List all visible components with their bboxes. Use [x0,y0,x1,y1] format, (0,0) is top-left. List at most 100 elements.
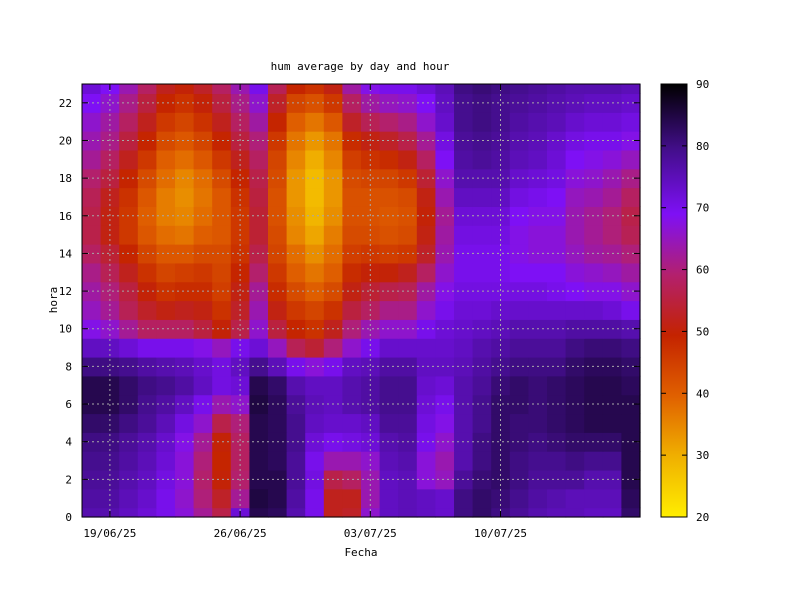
heatmap-cell [379,225,399,245]
heatmap-cell [268,451,288,471]
heatmap-cell [565,338,585,358]
heatmap-cell [379,413,399,433]
heatmap-cell [137,112,157,132]
heatmap-cell [472,112,492,132]
heatmap-cell [82,413,102,433]
heatmap-cell [305,244,325,264]
heatmap-cell [621,507,641,518]
heatmap-cell [323,84,343,95]
heatmap-cell [547,319,567,339]
heatmap-cell [509,244,529,264]
heatmap-cell [435,225,455,245]
heatmap-cell [379,319,399,339]
heatmap-cell [547,262,567,283]
heatmap-cell [435,262,455,283]
x-axis-label: Fecha [344,546,377,559]
heatmap-cell [454,187,474,207]
heatmap-cell [230,281,250,302]
heatmap-cell [398,413,418,433]
heatmap-cell [621,262,641,283]
heatmap-cell [156,187,176,207]
heatmap-cell [361,93,381,113]
heatmap-cell [286,413,306,433]
heatmap-cell [509,84,529,95]
heatmap-cell [602,112,622,132]
heatmap-cell [230,244,250,264]
heatmap-cell [547,131,567,151]
heatmap-cell [286,112,306,132]
heatmap-cell [249,300,269,320]
heatmap-cell [509,488,529,509]
heatmap-cell [137,262,157,283]
heatmap-cell [379,112,399,132]
heatmap-cell [175,281,195,302]
heatmap-cell [398,338,418,358]
heatmap-cell [565,300,585,320]
heatmap-cell [528,225,548,245]
heatmap-cells [82,84,641,518]
heatmap-cell [286,356,306,377]
heatmap-cell [379,338,399,358]
heatmap-cell [584,300,604,320]
heatmap-cell [82,507,102,518]
heatmap-cell [472,225,492,245]
heatmap-cell [491,338,511,358]
heatmap-cell [361,338,381,358]
heatmap-cell [175,432,195,452]
heatmap-cell [268,225,288,245]
heatmap-cell [212,507,232,518]
heatmap-cell [361,281,381,302]
heatmap-cell [565,356,585,377]
heatmap-cell [119,300,139,320]
heatmap-cell [119,338,139,358]
heatmap-cell [621,112,641,132]
colorbar-tick-label: 60 [696,264,709,277]
heatmap-cell [286,131,306,151]
heatmap-cell [416,206,436,226]
heatmap-cell [82,168,102,189]
heatmap-cell [212,206,232,226]
heatmap-cell [342,413,362,433]
heatmap-cell [379,356,399,377]
heatmap-cell [342,84,362,95]
colorbar [660,83,688,518]
heatmap-cell [323,149,343,170]
heatmap-cell [565,432,585,452]
heatmap-cell [212,262,232,283]
heatmap-cell [416,488,436,509]
heatmap-cell [416,84,436,95]
heatmap-cell [565,507,585,518]
heatmap-cell [602,84,622,95]
heatmap-cell [398,488,418,509]
heatmap-cell [82,469,102,490]
heatmap-cell [175,394,195,415]
y-tick-label: 12 [59,285,72,298]
heatmap-cell [528,187,548,207]
heatmap-cell [547,168,567,189]
heatmap-cell [175,356,195,377]
heatmap-cell [212,375,232,396]
heatmap-cell [137,338,157,358]
heatmap-cell [305,206,325,226]
heatmap-cell [119,507,139,518]
heatmap-cell [565,394,585,415]
heatmap-cell [249,187,269,207]
heatmap-cell [361,356,381,377]
heatmap-cell [230,168,250,189]
heatmap-cell [156,394,176,415]
heatmap-cell [416,281,436,302]
heatmap-cell [472,451,492,471]
heatmap-cell [156,244,176,264]
heatmap-cell [435,356,455,377]
heatmap-cell [82,93,102,113]
heatmap-cell [472,338,492,358]
heatmap-cell [379,244,399,264]
heatmap-cell [379,168,399,189]
heatmap-cell [193,225,213,245]
heatmap-cell [454,507,474,518]
heatmap-cell [268,413,288,433]
heatmap-cell [547,413,567,433]
heatmap-cell [621,394,641,415]
heatmap-cell [398,451,418,471]
heatmap-cell [547,507,567,518]
